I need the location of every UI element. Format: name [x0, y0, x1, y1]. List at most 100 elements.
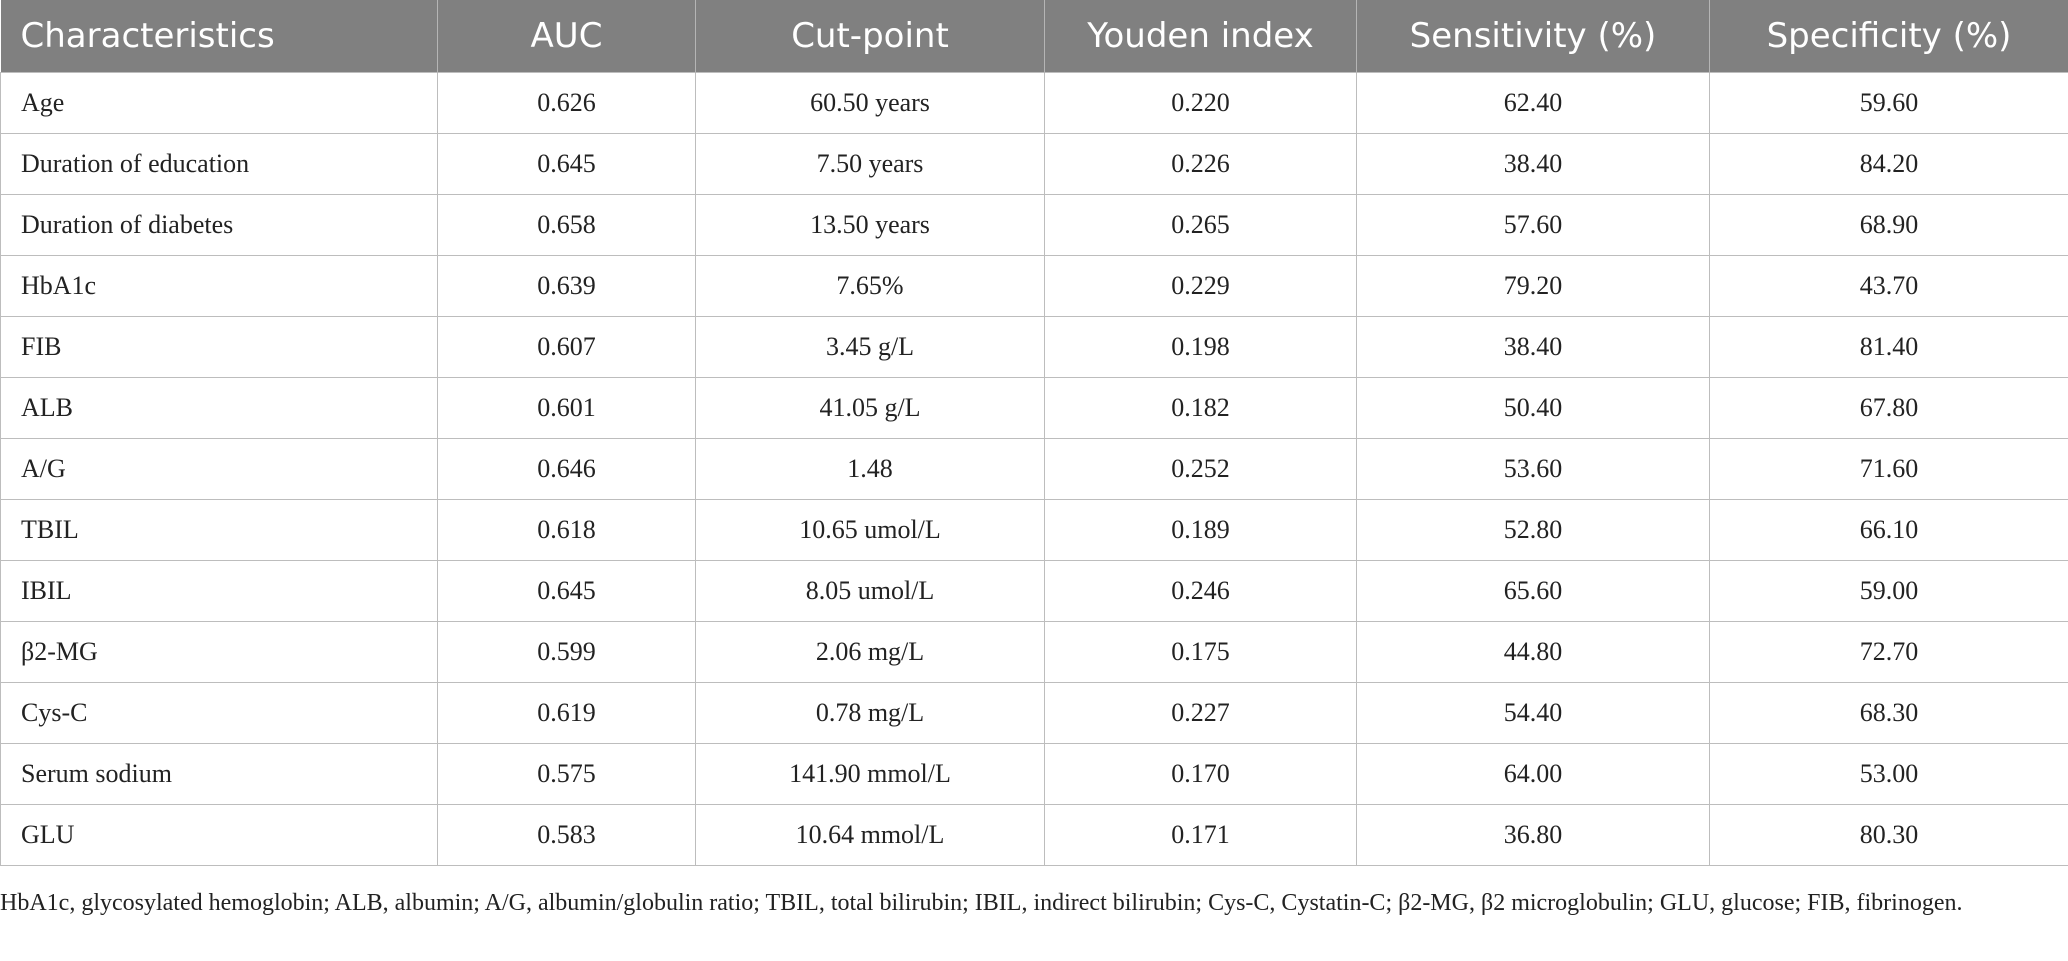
cell-sensitivity: 64.00: [1356, 743, 1710, 805]
cell-youden-index: 0.198: [1044, 316, 1357, 378]
table-footnote: HbA1c, glycosylated hemoglobin; ALB, alb…: [0, 890, 1963, 916]
cell-cut-point: 10.65 umol/L: [695, 499, 1045, 561]
cell-youden-index: 0.170: [1044, 743, 1357, 805]
cell-cut-point: 1.48: [695, 438, 1045, 500]
cell-sensitivity: 38.40: [1356, 133, 1710, 195]
column-header-sensitivity: Sensitivity (%): [1356, 0, 1710, 73]
cell-sensitivity: 52.80: [1356, 499, 1710, 561]
cell-auc: 0.639: [437, 255, 696, 317]
cell-characteristic: Duration of diabetes: [0, 194, 438, 256]
cell-characteristic: TBIL: [0, 499, 438, 561]
column-header-characteristics: Characteristics: [0, 0, 438, 73]
cell-auc: 0.599: [437, 621, 696, 683]
cell-auc: 0.645: [437, 133, 696, 195]
cell-youden-index: 0.226: [1044, 133, 1357, 195]
cell-auc: 0.618: [437, 499, 696, 561]
cell-characteristic: GLU: [0, 804, 438, 866]
cell-characteristic: Duration of education: [0, 133, 438, 195]
cell-sensitivity: 50.40: [1356, 377, 1710, 439]
cell-specificity: 81.40: [1709, 316, 2068, 378]
cell-specificity: 72.70: [1709, 621, 2068, 683]
cell-characteristic: β2-MG: [0, 621, 438, 683]
cell-auc: 0.626: [437, 72, 696, 134]
table-row: Duration of diabetes 0.658 13.50 years 0.26…: [0, 194, 2068, 256]
cell-sensitivity: 36.80: [1356, 804, 1710, 866]
cell-youden-index: 0.265: [1044, 194, 1357, 256]
cell-youden-index: 0.246: [1044, 560, 1357, 622]
cell-specificity: 53.00: [1709, 743, 2068, 805]
cell-specificity: 71.60: [1709, 438, 2068, 500]
results-table: Characteristics AUC Cut-point Youden ind…: [0, 0, 2068, 866]
table-row: IBIL 0.645 8.05 umol/L 0.246 65.60 59.00: [0, 560, 2068, 622]
table-row: ALB 0.601 41.05 g/L 0.182 50.40 67.80: [0, 377, 2068, 439]
table-body: Age 0.626 60.50 years 0.220 62.40 59.60 Durati…: [0, 72, 2068, 866]
cell-characteristic: HbA1c: [0, 255, 438, 317]
table-container: Characteristics AUC Cut-point Youden ind…: [0, 0, 2068, 866]
cell-specificity: 84.20: [1709, 133, 2068, 195]
cell-sensitivity: 62.40: [1356, 72, 1710, 134]
cell-youden-index: 0.252: [1044, 438, 1357, 500]
cell-cut-point: 8.05 umol/L: [695, 560, 1045, 622]
cell-cut-point: 3.45 g/L: [695, 316, 1045, 378]
cell-sensitivity: 54.40: [1356, 682, 1710, 744]
cell-sensitivity: 79.20: [1356, 255, 1710, 317]
cell-characteristic: Age: [0, 72, 438, 134]
cell-auc: 0.619: [437, 682, 696, 744]
table-row: FIB 0.607 3.45 g/L 0.198 38.40 81.40: [0, 316, 2068, 378]
cell-cut-point: 10.64 mmol/L: [695, 804, 1045, 866]
cell-auc: 0.607: [437, 316, 696, 378]
cell-sensitivity: 38.40: [1356, 316, 1710, 378]
cell-sensitivity: 57.60: [1356, 194, 1710, 256]
column-header-auc: AUC: [437, 0, 696, 73]
cell-cut-point: 0.78 mg/L: [695, 682, 1045, 744]
cell-cut-point: 2.06 mg/L: [695, 621, 1045, 683]
cell-specificity: 43.70: [1709, 255, 2068, 317]
cell-cut-point: 141.90 mmol/L: [695, 743, 1045, 805]
table-row: Serum sodium 0.575 141.90 mmol/L 0.170 64.00…: [0, 743, 2068, 805]
cell-specificity: 67.80: [1709, 377, 2068, 439]
cell-youden-index: 0.182: [1044, 377, 1357, 439]
cell-youden-index: 0.189: [1044, 499, 1357, 561]
cell-auc: 0.575: [437, 743, 696, 805]
table-row: A/G 0.646 1.48 0.252 53.60 71.60: [0, 438, 2068, 500]
cell-sensitivity: 53.60: [1356, 438, 1710, 500]
cell-cut-point: 7.50 years: [695, 133, 1045, 195]
table-row: Duration of education 0.645 7.50 years 0.22…: [0, 133, 2068, 195]
table-row: TBIL 0.618 10.65 umol/L 0.189 52.80 66.10: [0, 499, 2068, 561]
cell-specificity: 80.30: [1709, 804, 2068, 866]
column-header-specificity: Specificity (%): [1709, 0, 2068, 73]
cell-sensitivity: 44.80: [1356, 621, 1710, 683]
table-header-row: Characteristics AUC Cut-point Youden ind…: [0, 0, 2068, 73]
cell-auc: 0.658: [437, 194, 696, 256]
cell-youden-index: 0.229: [1044, 255, 1357, 317]
table-row: β2-MG 0.599 2.06 mg/L 0.175 44.80 72.70: [0, 621, 2068, 683]
cell-characteristic: Cys-C: [0, 682, 438, 744]
cell-sensitivity: 65.60: [1356, 560, 1710, 622]
cell-characteristic: ALB: [0, 377, 438, 439]
cell-youden-index: 0.171: [1044, 804, 1357, 866]
cell-specificity: 59.60: [1709, 72, 2068, 134]
table-row: GLU 0.583 10.64 mmol/L 0.171 36.80 80.30: [0, 804, 2068, 866]
cell-specificity: 68.30: [1709, 682, 2068, 744]
cell-cut-point: 60.50 years: [695, 72, 1045, 134]
cell-youden-index: 0.175: [1044, 621, 1357, 683]
cell-auc: 0.601: [437, 377, 696, 439]
cell-specificity: 66.10: [1709, 499, 2068, 561]
cell-cut-point: 7.65%: [695, 255, 1045, 317]
cell-specificity: 68.90: [1709, 194, 2068, 256]
table-row: Cys-C 0.619 0.78 mg/L 0.227 54.40 68.30: [0, 682, 2068, 744]
cell-youden-index: 0.227: [1044, 682, 1357, 744]
cell-auc: 0.646: [437, 438, 696, 500]
column-header-youden-index: Youden index: [1044, 0, 1357, 73]
table-row: HbA1c 0.639 7.65% 0.229 79.20 43.70: [0, 255, 2068, 317]
cell-youden-index: 0.220: [1044, 72, 1357, 134]
column-header-cut-point: Cut-point: [695, 0, 1045, 73]
cell-cut-point: 41.05 g/L: [695, 377, 1045, 439]
cell-characteristic: Serum sodium: [0, 743, 438, 805]
cell-auc: 0.645: [437, 560, 696, 622]
cell-characteristic: A/G: [0, 438, 438, 500]
table-row: Age 0.626 60.50 years 0.220 62.40 59.60: [0, 72, 2068, 134]
cell-auc: 0.583: [437, 804, 696, 866]
cell-cut-point: 13.50 years: [695, 194, 1045, 256]
cell-characteristic: IBIL: [0, 560, 438, 622]
